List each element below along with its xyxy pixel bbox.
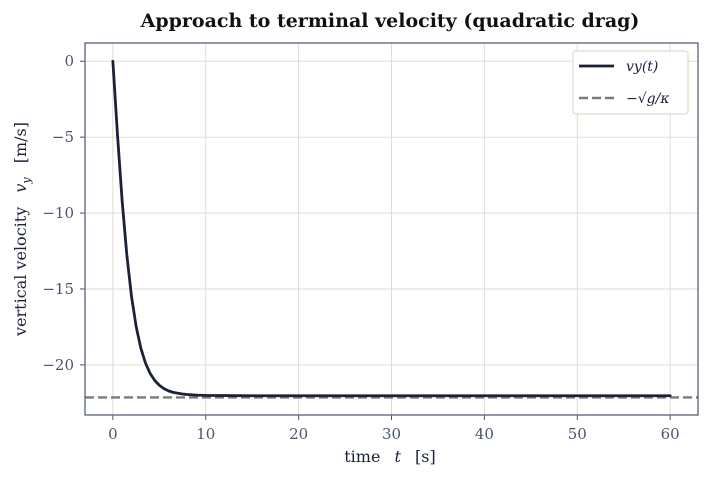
legend-label-terminal: −√g/κ xyxy=(626,91,670,107)
y-tick-label: −10 xyxy=(42,204,74,222)
x-tick-label: 60 xyxy=(661,425,680,443)
y-tick-label: 0 xyxy=(64,52,74,70)
x-tick-label: 20 xyxy=(289,425,308,443)
plot-lines xyxy=(85,59,698,399)
chart-title: Approach to terminal velocity (quadratic… xyxy=(140,10,640,32)
series-line-vy xyxy=(111,59,672,398)
y-axis-label-unit: [m/s] xyxy=(11,122,30,163)
y-tick-label: −20 xyxy=(42,356,74,374)
legend-label-vy: vy(t) xyxy=(626,59,658,75)
legend: vy(t) −√g/κ xyxy=(572,50,689,115)
x-axis-label-word: time xyxy=(344,447,380,466)
x-axis-label: time t [s] xyxy=(344,447,436,466)
x-tick-label: 50 xyxy=(568,425,587,443)
y-tick-label: −15 xyxy=(42,280,74,298)
x-tick-label: 0 xyxy=(108,425,118,443)
x-axis-label-unit: [s] xyxy=(415,447,436,466)
y-tick-label: −5 xyxy=(52,128,74,146)
ticks: 0 10 20 30 40 50 60 0 −5 −10 −15 −20 xyxy=(42,52,679,443)
x-tick-label: 10 xyxy=(196,425,215,443)
x-tick-label: 40 xyxy=(475,425,494,443)
y-axis-label: vertical velocity vy [m/s] xyxy=(11,122,34,337)
y-axis-label-symbol: v xyxy=(11,184,30,193)
x-tick-label: 30 xyxy=(382,425,401,443)
y-axis-label-subscript: y xyxy=(20,177,33,185)
x-axis-label-symbol: t xyxy=(395,447,402,466)
y-axis-label-word: vertical velocity xyxy=(11,207,30,337)
